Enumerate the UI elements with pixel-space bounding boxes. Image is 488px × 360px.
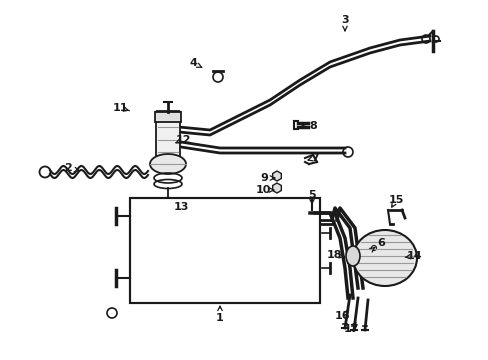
Circle shape (367, 242, 379, 254)
Bar (155, 112, 181, 122)
Ellipse shape (352, 230, 416, 286)
FancyBboxPatch shape (156, 111, 180, 165)
Text: 9: 9 (260, 173, 267, 183)
Text: 11: 11 (112, 103, 127, 113)
Text: 16: 16 (334, 311, 350, 321)
Text: 4: 4 (189, 58, 197, 68)
Ellipse shape (346, 246, 359, 266)
Text: 12: 12 (175, 135, 190, 145)
Bar (130, 198, 319, 303)
Text: 5: 5 (307, 190, 315, 200)
Text: 6: 6 (376, 238, 384, 248)
Text: 1: 1 (216, 313, 224, 323)
Bar (130, 198, 319, 303)
Ellipse shape (150, 154, 185, 174)
Text: 15: 15 (387, 195, 403, 205)
Text: 3: 3 (341, 15, 348, 25)
Text: 10: 10 (255, 185, 270, 195)
Text: 7: 7 (310, 153, 318, 163)
Text: 17: 17 (343, 324, 358, 334)
Text: 2: 2 (64, 163, 72, 173)
Text: 14: 14 (407, 251, 422, 261)
Text: 13: 13 (173, 202, 188, 212)
Text: 8: 8 (308, 121, 316, 131)
Text: 18: 18 (325, 250, 341, 260)
